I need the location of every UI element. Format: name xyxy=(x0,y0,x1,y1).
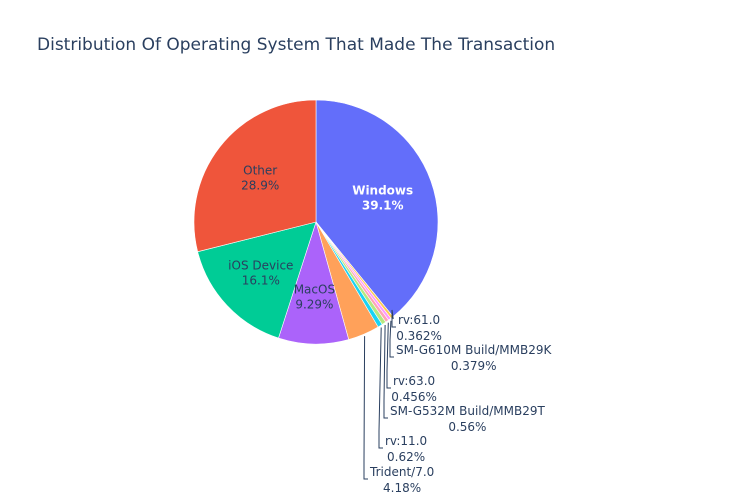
slice-label-other: Other xyxy=(243,164,277,178)
slice-label-rv-11-0: rv:11.0 xyxy=(385,434,427,448)
pie-slices xyxy=(193,99,439,345)
chart-title: Distribution Of Operating System That Ma… xyxy=(37,35,555,55)
slice-percent-rv-63-0: 0.456% xyxy=(391,390,437,404)
slice-label-rv-61-0: rv:61.0 xyxy=(398,313,440,327)
slice-percent-macos: 9.29% xyxy=(295,298,333,312)
slice-percent-rv-61-0: 0.362% xyxy=(396,329,442,343)
slice-percent-windows: 39.1% xyxy=(362,198,404,212)
slice-percent-rv-11-0: 0.62% xyxy=(387,450,425,464)
slice-label-ios-device: iOS Device xyxy=(228,259,293,273)
slice-percent-other: 28.9% xyxy=(241,179,279,193)
slice-percent-sm-g610m-build-mmb29k: 0.379% xyxy=(451,359,497,373)
leader-line-rv-63-0 xyxy=(386,322,391,389)
slice-ios-device[interactable] xyxy=(197,221,317,339)
slice-percent-sm-g532m-build-mmb29t: 0.56% xyxy=(448,420,486,434)
slice-label-sm-g610m-build-mmb29k: SM-G610M Build/MMB29K xyxy=(396,343,552,357)
slice-label-trident-7-0: Trident/7.0 xyxy=(369,465,434,479)
leader-line-trident-7-0 xyxy=(363,336,368,480)
slice-label-windows: Windows xyxy=(352,183,413,197)
outside-labels: rv:61.0 0.362%SM-G610M Build/MMB29K 0.379%… xyxy=(363,309,552,495)
leader-line-sm-g610m-build-mmb29k xyxy=(389,320,394,358)
slice-percent-ios-device: 16.1% xyxy=(242,274,280,288)
leader-line-sm-g532m-build-mmb29t xyxy=(383,324,388,419)
slice-label-rv-63-0: rv:63.0 xyxy=(393,374,435,388)
slice-windows[interactable] xyxy=(315,99,439,318)
slice-label-macos: MacOS xyxy=(294,283,335,297)
leader-line-rv-61-0 xyxy=(391,309,396,328)
slice-percent-trident-7-0: 4.18% xyxy=(383,481,421,495)
slice-other[interactable] xyxy=(193,99,317,253)
slice-label-sm-g532m-build-mmb29t: SM-G532M Build/MMB29T xyxy=(390,404,545,418)
leader-line-rv-11-0 xyxy=(378,327,383,449)
